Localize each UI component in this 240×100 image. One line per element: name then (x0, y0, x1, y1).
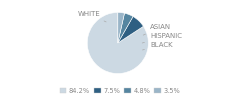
Text: ASIAN: ASIAN (143, 24, 171, 35)
Text: BLACK: BLACK (143, 42, 173, 50)
Wedge shape (118, 12, 125, 43)
Text: WHITE: WHITE (78, 11, 106, 22)
Wedge shape (118, 13, 133, 43)
Text: HISPANIC: HISPANIC (142, 33, 182, 43)
Wedge shape (87, 12, 148, 74)
Legend: 84.2%, 7.5%, 4.8%, 3.5%: 84.2%, 7.5%, 4.8%, 3.5% (57, 85, 183, 97)
Wedge shape (118, 16, 144, 43)
